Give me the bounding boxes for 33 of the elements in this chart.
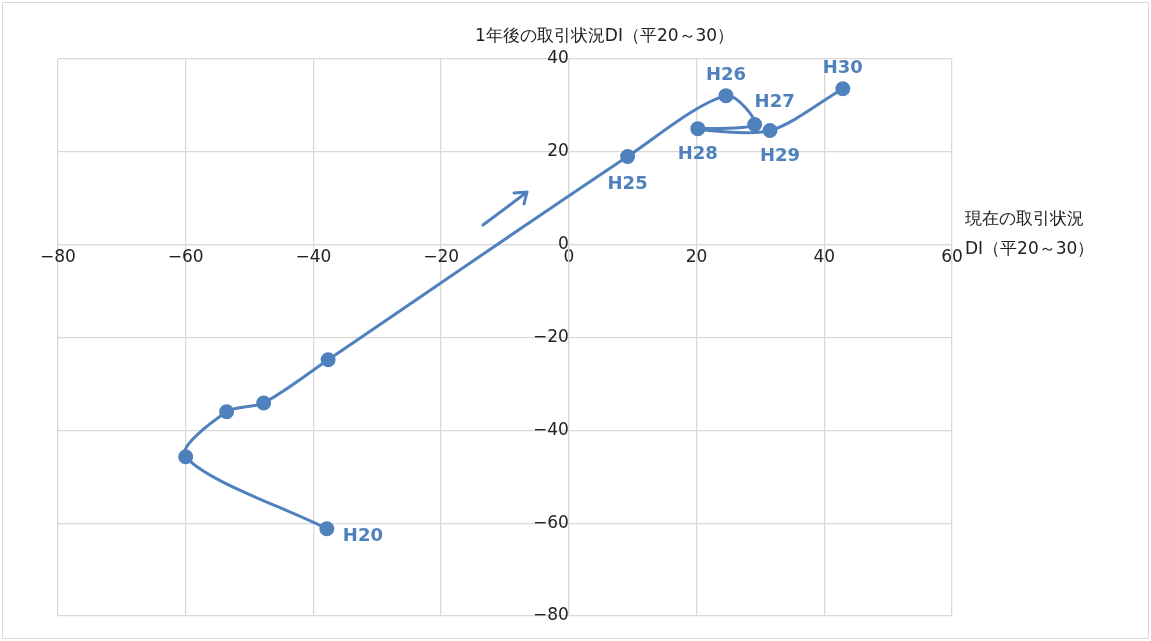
x-tick-label: 40: [813, 246, 836, 267]
x-tick-label: −40: [295, 246, 332, 267]
point: [178, 449, 194, 465]
annotation: H30: [822, 56, 863, 78]
point: [620, 148, 636, 164]
y-tick-label: −60: [532, 511, 569, 532]
annotation: H20: [342, 524, 383, 546]
annotation: H29: [759, 144, 801, 166]
annotation: H25: [607, 172, 648, 194]
point: [256, 395, 272, 411]
point: [762, 122, 778, 138]
point: [319, 521, 335, 537]
point: [718, 88, 734, 104]
point: [835, 81, 851, 97]
y-tick-label: −40: [532, 418, 569, 439]
point: [690, 121, 706, 137]
annotation: H28: [677, 142, 718, 164]
annotation: H27: [754, 90, 795, 112]
x-tick-label: 60: [941, 246, 963, 267]
annotation: H26: [705, 63, 747, 85]
x-tick-label: −60: [167, 246, 204, 267]
point: [320, 352, 336, 368]
point: [747, 116, 763, 132]
x-tick-label: −20: [423, 246, 460, 267]
x-tick-label: 20: [685, 246, 708, 267]
y-tick-label: −80: [532, 604, 569, 625]
y-axis-title: 1年後の取引状況DI（平20～30）: [475, 25, 735, 45]
point: [219, 404, 235, 420]
x-axis-title: 現在の取引状況 DI（平20～30）: [965, 207, 1095, 260]
y-tick-label: 40: [547, 47, 569, 68]
x-tick-label: −80: [40, 246, 76, 267]
y-tick-label: −20: [532, 325, 569, 346]
y-tick-label: 20: [547, 140, 569, 161]
